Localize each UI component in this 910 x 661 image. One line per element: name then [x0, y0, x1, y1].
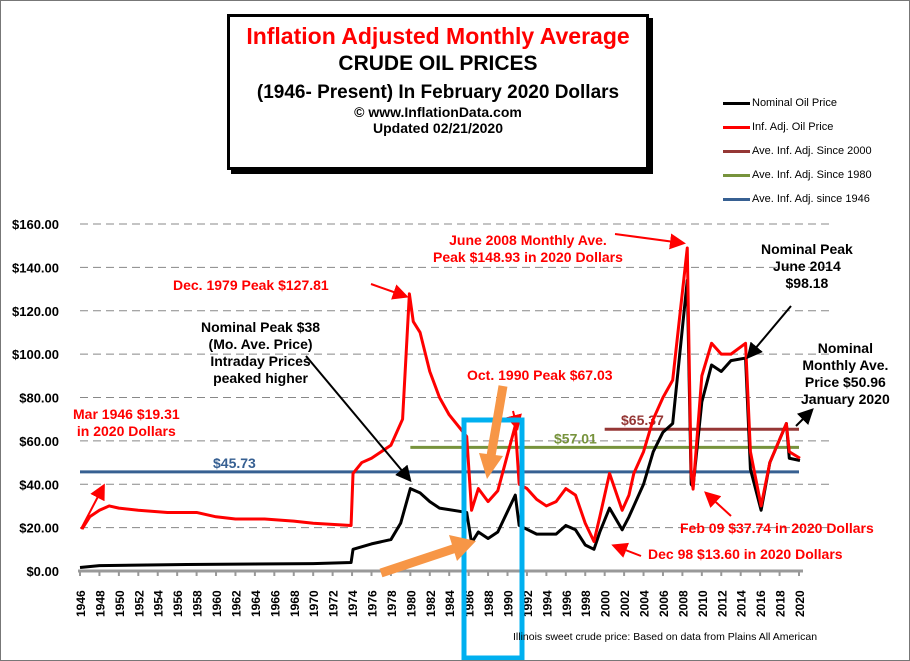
legend-label: Ave. Inf. Adj. Since 1980 [752, 169, 872, 181]
legend-label: Inf. Adj. Oil Price [752, 121, 834, 133]
title-line-3: (1946- Present) In February 2020 Dollars [256, 82, 620, 103]
y-tick-label: $140.00 [12, 260, 59, 275]
y-tick-label: $60.00 [19, 434, 59, 449]
x-tick-label: 1984 [443, 590, 457, 617]
annotation-arrow [746, 305, 792, 360]
average-line-label: $65.37 [621, 412, 664, 428]
x-tick-label: 2002 [618, 590, 632, 617]
x-tick-label: 1962 [229, 590, 243, 617]
annotation-arrow [614, 233, 686, 250]
x-tick-label: 1956 [171, 590, 185, 617]
legend-label: Ave. Inf. Adj. Since 2000 [752, 145, 872, 157]
title-updated: Updated 02/21/2020 [373, 120, 503, 136]
x-tick-label: 1964 [249, 590, 263, 617]
orange-arrow [379, 543, 458, 578]
x-tick-label: 2008 [676, 590, 690, 617]
x-tick-label: 1982 [424, 590, 438, 617]
x-tick-label: 1946 [74, 590, 88, 617]
x-tick-label: 1988 [482, 590, 496, 617]
y-tick-label: $120.00 [12, 304, 59, 319]
legend-item: Ave. Inf. Adj. Since 2000 [723, 139, 872, 163]
legend-label: Nominal Oil Price [752, 97, 837, 109]
legend: Nominal Oil Price Inf. Adj. Oil Price Ave.… [723, 91, 872, 211]
x-tick-label: 2012 [715, 590, 729, 617]
x-tick-label: 1960 [210, 590, 224, 617]
annotation-mar1946: Mar 1946 $19.31 in 2020 Dollars [73, 406, 180, 439]
title-copyright: © www.InflationData.com [354, 104, 522, 120]
annotation-arrow [704, 491, 732, 517]
average-line-label: $57.01 [554, 430, 597, 446]
x-tick-label: 2020 [793, 590, 807, 617]
x-tick-label: 2010 [696, 590, 710, 617]
x-tick-label: 2006 [657, 590, 671, 617]
x-tick-label: 1966 [268, 590, 282, 617]
annotation-nominal-38: Nominal Peak $38 (Mo. Ave. Price) Intrad… [201, 319, 321, 386]
y-tick-label: $0.00 [26, 564, 59, 579]
legend-item: Inf. Adj. Oil Price [723, 115, 872, 139]
x-tick-label: 1976 [365, 590, 379, 617]
y-tick-label: $100.00 [12, 347, 59, 362]
x-tick-label: 1998 [579, 590, 593, 617]
annotation-feb09: Feb 09 $37.74 in 2020 Dollars [680, 520, 874, 536]
average-line-label: $45.73 [213, 455, 256, 471]
x-tick-label: 1948 [93, 590, 107, 617]
legend-item: Ave. Inf. Adj. since 1946 [723, 187, 872, 211]
annotation-dec1979: Dec. 1979 Peak $127.81 [173, 277, 329, 293]
x-tick-label: 2018 [774, 590, 788, 617]
orange-arrowhead [479, 453, 503, 479]
annotation-arrow [795, 408, 814, 427]
x-tick-label: 1968 [288, 590, 302, 617]
annotation-oct1990: Oct. 1990 Peak $67.03 [467, 367, 613, 383]
y-tick-label: $80.00 [19, 391, 59, 406]
legend-swatch [723, 149, 750, 153]
legend-item: Nominal Oil Price [723, 91, 872, 115]
annotation-arrow [370, 283, 409, 300]
annotation-arrow [611, 542, 642, 558]
legend-swatch [723, 173, 750, 177]
x-tick-label: 1978 [385, 590, 399, 617]
x-tick-label: 2016 [754, 590, 768, 617]
x-tick-label: 1952 [132, 590, 146, 617]
annotation-arrow [80, 483, 105, 530]
legend-swatch [723, 101, 750, 105]
x-tick-label: 1954 [152, 590, 166, 617]
y-tick-label: $40.00 [19, 477, 59, 492]
y-tick-label: $160.00 [12, 217, 59, 232]
title-line-1: Inflation Adjusted Monthly Average [246, 23, 630, 49]
orange-arrowhead [449, 535, 476, 561]
annotation-jan2020: Nominal Monthly Ave. Price $50.96 Januar… [801, 340, 890, 407]
x-tick-label: 1958 [191, 590, 205, 617]
orange-arrow [486, 385, 508, 457]
x-tick-label: 1950 [113, 590, 127, 617]
title-line-2: CRUDE OIL PRICES [338, 52, 538, 75]
x-tick-label: 1970 [307, 590, 321, 617]
x-tick-label: 2000 [599, 590, 613, 617]
legend-label: Ave. Inf. Adj. since 1946 [752, 193, 870, 205]
annotation-jun2008: June 2008 Monthly Ave. Peak $148.93 in 2… [433, 232, 623, 265]
x-tick-label: 1974 [346, 590, 360, 617]
series-line [79, 278, 801, 570]
x-tick-label: 2014 [735, 590, 749, 617]
legend-swatch [723, 197, 750, 201]
legend-swatch [723, 125, 750, 129]
x-tick-label: 1990 [502, 590, 516, 617]
x-tick-label: 1994 [540, 590, 554, 617]
legend-item: Ave. Inf. Adj. Since 1980 [723, 163, 872, 187]
x-tick-label: 1980 [404, 590, 418, 617]
series-line [80, 246, 801, 544]
title-box: Inflation Adjusted Monthly Average CRUDE… [227, 14, 649, 170]
x-tick-label: 1972 [327, 590, 341, 617]
x-tick-label: 2004 [638, 590, 652, 617]
source-note: Illinois sweet crude price: Based on dat… [513, 631, 818, 643]
y-tick-label: $20.00 [19, 521, 59, 536]
annotation-dec98: Dec 98 $13.60 in 2020 Dollars [648, 546, 843, 562]
annotation-arrow [305, 355, 412, 483]
annotation-nominal-peak-2014: Nominal Peak June 2014 $98.18 [761, 241, 853, 291]
x-tick-label: 1996 [560, 590, 574, 617]
